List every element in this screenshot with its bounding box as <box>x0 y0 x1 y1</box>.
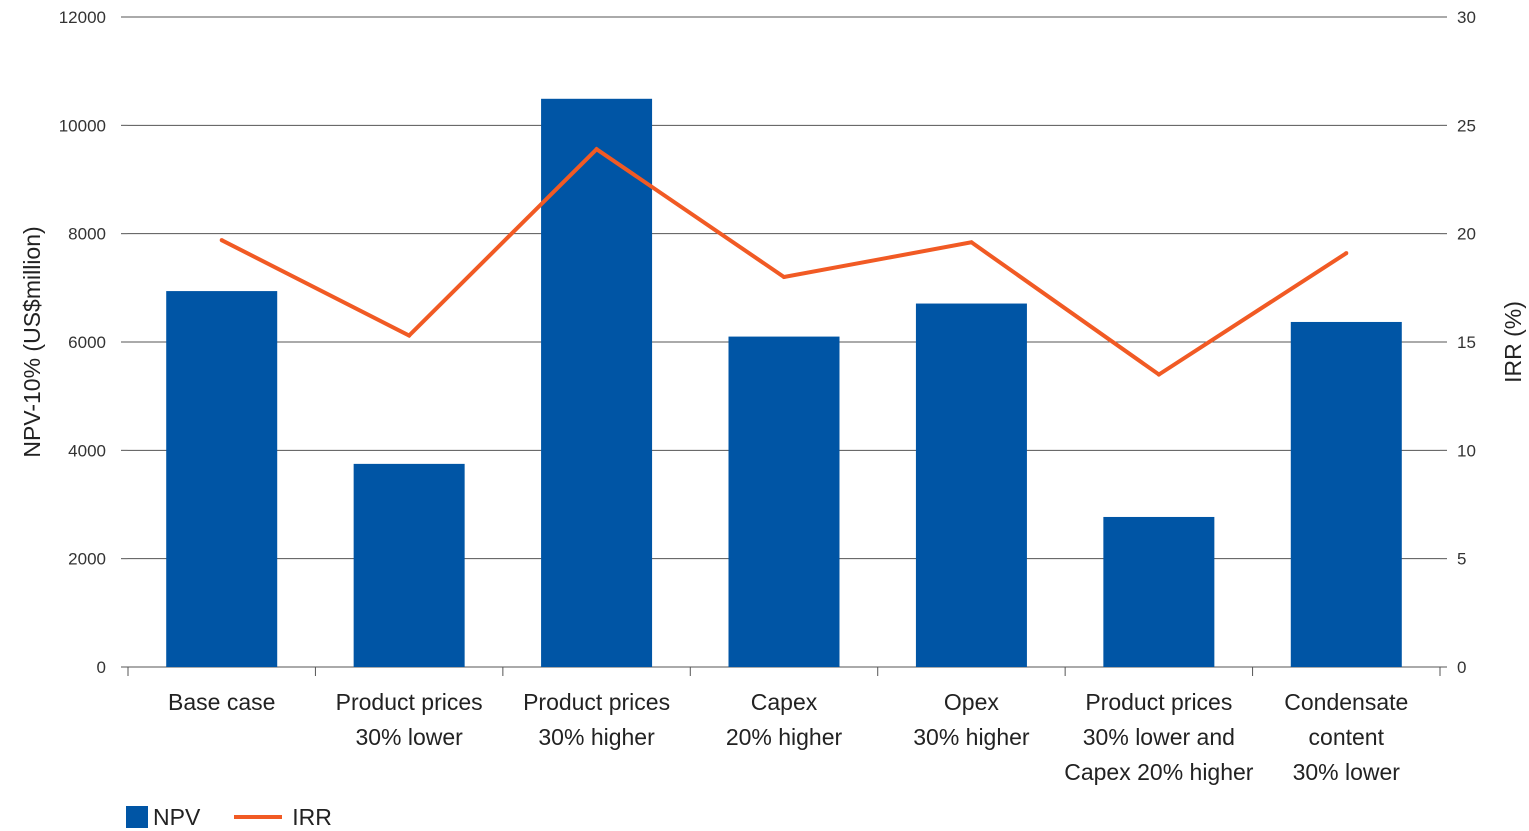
y-tick-label: 6000 <box>68 333 106 352</box>
irr-swatch <box>234 815 283 819</box>
category-label: Product prices 30% lower <box>336 689 483 750</box>
y2-axis-title: IRR (%) <box>1500 301 1526 383</box>
irr-point <box>594 147 599 152</box>
y-tick-label: 0 <box>97 658 106 677</box>
category-label: Condensate content 30% lower <box>1284 689 1408 785</box>
irr-point <box>1156 372 1161 377</box>
irr-point <box>1344 251 1349 256</box>
category-label: Capex 20% higher <box>726 689 843 750</box>
y2-tick-label: 15 <box>1457 333 1476 352</box>
y-tick-label: 4000 <box>68 441 106 460</box>
y-tick-label: 2000 <box>68 550 106 569</box>
y-tick-label: 8000 <box>68 225 106 244</box>
category-label: Base case <box>168 689 275 715</box>
npv-bar <box>1290 321 1402 667</box>
y2-tick-label: 10 <box>1457 441 1476 460</box>
y-tick-label: 10000 <box>59 116 106 135</box>
legend: NPV IRR <box>126 804 366 830</box>
npv-bar <box>915 303 1027 667</box>
irr-point <box>969 240 974 245</box>
y2-tick-label: 25 <box>1457 116 1476 135</box>
irr-point <box>219 238 224 243</box>
npv-bar <box>353 463 465 667</box>
npv-bar <box>1103 516 1215 667</box>
npv-bar <box>541 98 653 667</box>
npv-swatch <box>126 806 148 828</box>
npv-bar <box>728 336 840 667</box>
irr-point <box>407 333 412 338</box>
y2-tick-label: 0 <box>1457 658 1466 677</box>
category-label: Product prices 30% higher <box>523 689 670 750</box>
y2-tick-label: 30 <box>1457 8 1476 27</box>
irr-point <box>782 275 786 279</box>
npv-bar <box>166 291 278 667</box>
chart: 0 2000 4000 6000 8000 10000 12000 0 5 10 15 20 25 30 B… <box>19 8 1526 785</box>
y-axis-title: NPV-10% (US$million) <box>19 226 45 457</box>
legend-item-npv: NPV <box>126 804 200 831</box>
y2-tick-label: 5 <box>1457 550 1466 569</box>
legend-item-irr: IRR <box>234 804 332 831</box>
y-tick-label: 12000 <box>59 8 106 27</box>
legend-irr-label: IRR <box>292 803 332 830</box>
legend-npv-label: NPV <box>153 803 201 830</box>
category-label: Product prices 30% lower and Capex 20% hig… <box>1064 689 1254 785</box>
category-label: Opex 30% higher <box>913 689 1030 750</box>
y2-tick-label: 20 <box>1457 225 1476 244</box>
